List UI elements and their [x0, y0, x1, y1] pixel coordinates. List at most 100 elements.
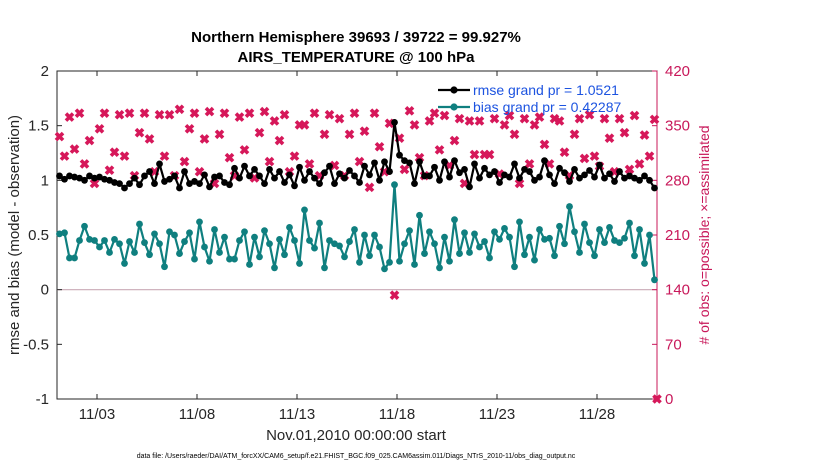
obs-count-marker: [514, 178, 525, 189]
bias-point: [401, 240, 408, 248]
x-tick-label: 11/08: [179, 406, 215, 423]
obs-count-marker: [359, 126, 370, 136]
obs-count-marker: [154, 109, 165, 120]
bias-point: [381, 265, 388, 273]
bias-point: [266, 240, 273, 248]
bias-point: [126, 238, 133, 245]
rmse-point: [611, 178, 618, 185]
obs-count-marker: [334, 113, 345, 124]
bias-point: [411, 261, 418, 268]
obs-count-marker: [644, 151, 655, 161]
bias-point: [496, 235, 503, 243]
obs-count-marker: [439, 110, 450, 121]
rmse-point: [166, 175, 173, 183]
rmse-point: [261, 180, 268, 188]
rmse-point: [256, 172, 263, 180]
obs-count-marker: [464, 116, 475, 126]
rmse-point: [176, 184, 183, 192]
rmse-point: [561, 169, 568, 177]
rmse-point: [636, 176, 643, 184]
bias-point: [446, 257, 453, 265]
bias-point: [506, 233, 513, 241]
y-right-tick-label: 420: [665, 63, 690, 80]
rmse-point: [476, 174, 483, 182]
rmse-point: [566, 178, 573, 185]
rmse-point: [446, 173, 453, 181]
obs-count-marker: [434, 145, 445, 155]
obs-count-marker: [144, 134, 155, 144]
bias-point: [601, 239, 608, 247]
bias-point: [276, 235, 283, 243]
x-axis-label: Nov.01,2010 00:00:00 start: [266, 427, 447, 444]
bias-point: [461, 229, 468, 237]
bias-point: [361, 231, 368, 239]
bias-point: [651, 276, 658, 284]
obs-count-marker: [254, 127, 265, 138]
obs-count-marker: [374, 141, 385, 152]
bias-point: [481, 238, 488, 245]
obs-count-marker: [524, 159, 535, 169]
bias-point: [221, 233, 228, 241]
y-right-tick-label: 0: [665, 391, 673, 408]
x-tick-label: 11/03: [79, 406, 115, 423]
rmse-point: [406, 159, 413, 167]
bias-point: [396, 257, 403, 265]
bias-point: [466, 249, 473, 256]
rmse-point: [331, 180, 338, 188]
obs-count-marker: [409, 120, 420, 130]
x-tick-label: 11/18: [379, 406, 415, 423]
bias-point: [66, 254, 73, 262]
bias-point: [166, 228, 173, 236]
rmse-point: [291, 182, 298, 190]
rmse-point: [481, 164, 488, 172]
obs-count-marker: [99, 108, 110, 118]
y-tick-label: 0: [41, 282, 49, 299]
obs-count-marker: [174, 104, 185, 115]
bias-point: [281, 251, 288, 259]
rmse-point: [376, 176, 383, 184]
bias-point: [416, 211, 423, 219]
bias-point: [201, 243, 208, 251]
bias-point: [106, 249, 113, 256]
bias-point: [326, 237, 333, 244]
obs-count-marker: [234, 112, 245, 122]
rmse-point: [441, 158, 448, 166]
obs-count-marker: [629, 110, 640, 121]
obs-count-marker: [369, 108, 380, 118]
bias-point: [306, 237, 313, 244]
bias-point: [246, 261, 253, 268]
rmse-point: [576, 174, 583, 182]
y-tick-label: 0.5: [28, 227, 49, 244]
obs-count-marker: [489, 113, 500, 124]
obs-count-marker: [104, 165, 115, 175]
bias-point: [636, 226, 643, 233]
obs-count-marker: [424, 116, 435, 126]
obs-count-marker: [79, 159, 90, 169]
obs-count-marker: [324, 109, 335, 120]
obs-count-marker: [569, 129, 580, 140]
bias-point: [156, 240, 163, 248]
legend: rmse grand pr = 1.0521 bias grand pr = 0…: [438, 82, 621, 115]
obs-count-marker: [319, 129, 330, 140]
bias-point: [561, 240, 568, 248]
obs-count-marker: [344, 129, 355, 140]
bias-point: [556, 222, 563, 230]
rmse-point: [226, 181, 233, 189]
y-tick-label: 2: [41, 63, 49, 80]
rmse-point: [641, 172, 648, 180]
rmse-point: [216, 172, 223, 180]
legend-bias-label: bias grand pr = 0.42287: [473, 99, 621, 115]
bias-point: [421, 250, 428, 257]
obs-count-marker: [274, 135, 285, 146]
obs-count-marker: [649, 114, 660, 125]
bias-point: [391, 181, 398, 189]
obs-count-marker: [119, 151, 130, 161]
obs-count-marker: [652, 394, 662, 404]
rmse-point: [236, 174, 243, 182]
rmse-point: [316, 180, 323, 188]
rmse-point: [311, 174, 318, 182]
obs-count-marker: [614, 113, 625, 124]
bias-point: [516, 218, 523, 226]
rmse-point: [156, 160, 163, 168]
bias-point: [191, 255, 198, 263]
